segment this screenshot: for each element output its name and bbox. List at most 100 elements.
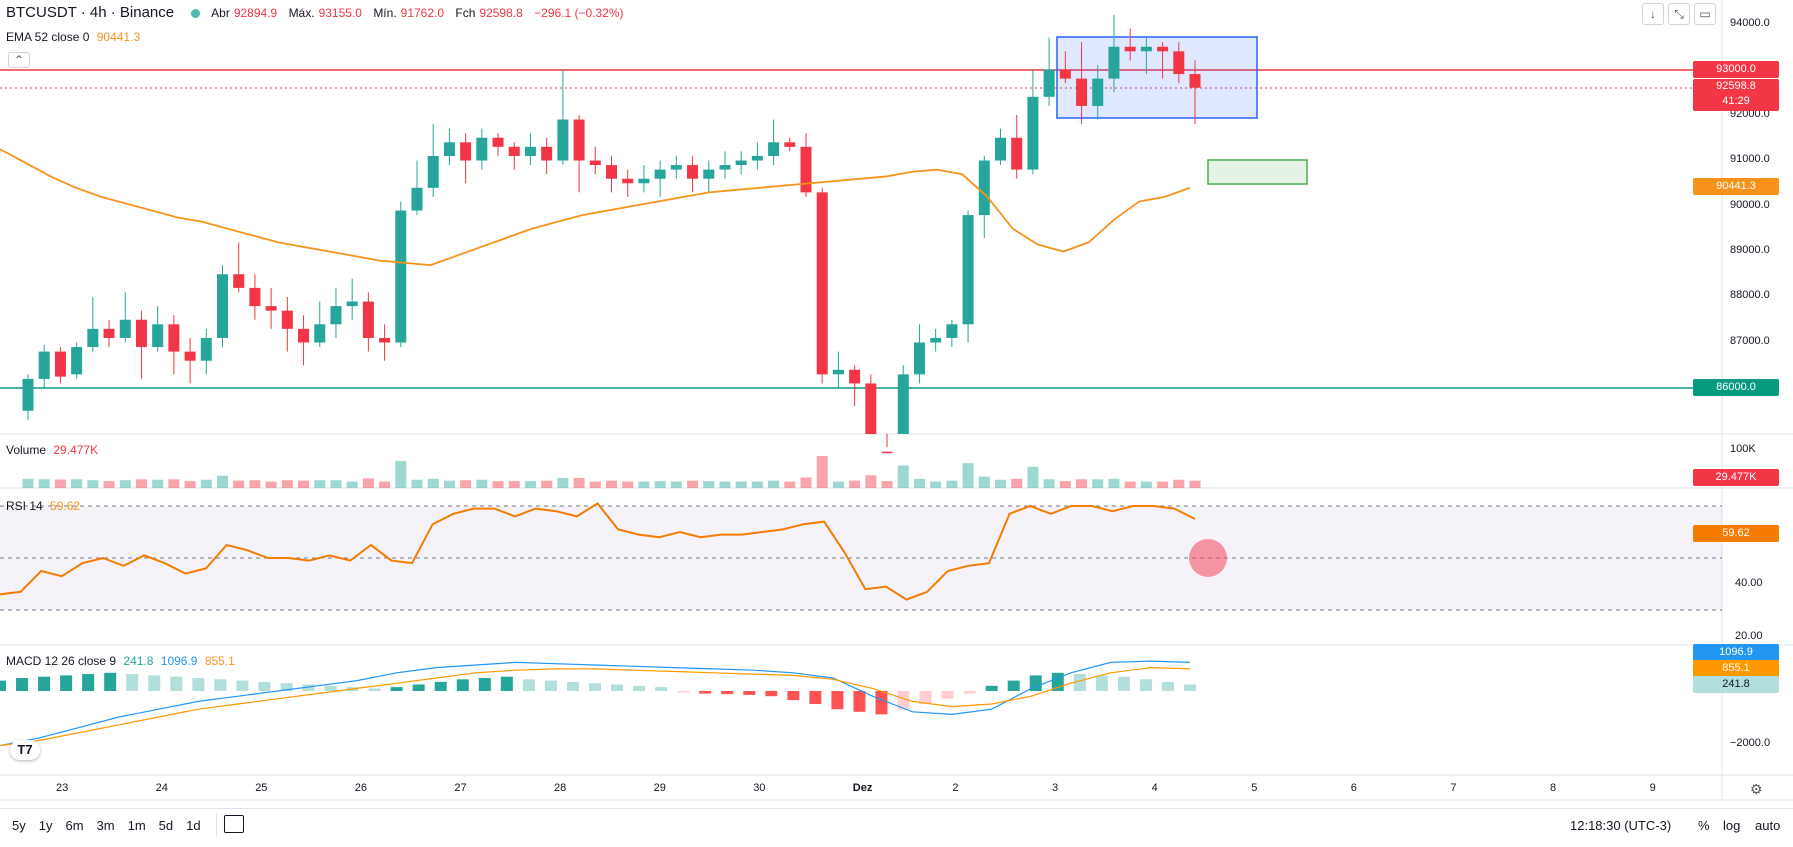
candle-body <box>379 337 391 343</box>
candle-body <box>184 351 196 361</box>
volume-badge: 29.477K <box>1693 469 1779 486</box>
time-axis-label: 24 <box>155 782 168 794</box>
volume-bar <box>54 479 66 488</box>
clock[interactable]: 12:18:30 (UTC-3) <box>1570 818 1672 833</box>
volume-legend[interactable]: Volume 29.477K <box>6 443 102 457</box>
range-button-1y[interactable]: 1y <box>38 818 53 833</box>
calendar-icon[interactable] <box>224 815 244 833</box>
macd-badge-hist: 241.8 <box>1693 676 1779 693</box>
candle-body <box>460 142 472 161</box>
volume-bar <box>362 478 374 488</box>
ema-legend[interactable]: EMA 52 close 0 90441.3 <box>6 30 144 44</box>
volume-bar <box>1043 479 1055 488</box>
volume-bar <box>978 476 990 488</box>
ema-line <box>0 148 1191 267</box>
volume-bar <box>87 480 99 488</box>
candle-body <box>38 351 50 379</box>
fullscreen-icon[interactable]: ▭ <box>1694 3 1716 25</box>
candle-body <box>71 347 83 375</box>
time-axis-label: 29 <box>653 782 666 794</box>
arrow-down-icon[interactable]: ↓ <box>1642 3 1664 25</box>
macd-hist-bar <box>611 684 624 691</box>
macd-hist-bar <box>566 681 579 691</box>
percent-toggle[interactable]: % <box>1698 818 1710 833</box>
macd-hist-bar <box>60 675 73 691</box>
volume-bar <box>119 480 131 488</box>
macd-hist-bar <box>0 680 6 691</box>
price-axis-tick: 88000.0 <box>1730 289 1770 302</box>
volume-bar <box>638 481 650 488</box>
range-button-1d[interactable]: 1d <box>186 818 201 833</box>
gear-icon[interactable]: ⚙ <box>1750 781 1763 797</box>
macd-hist-bar <box>500 676 513 691</box>
signal-line <box>0 666 1191 747</box>
range-button-5d[interactable]: 5d <box>158 818 174 833</box>
macd-hist-bar <box>787 691 800 701</box>
collapse-icon[interactable]: ⤡ <box>1668 3 1690 25</box>
log-toggle[interactable]: log <box>1723 818 1741 833</box>
volume-bar <box>200 479 212 488</box>
candle-body <box>1124 46 1136 52</box>
volume-bar <box>751 481 763 488</box>
volume-bar <box>816 456 828 488</box>
candle-body <box>1011 137 1023 170</box>
rsi-legend[interactable]: RSI 14 59.62 <box>6 499 84 513</box>
macd-hist-bar <box>522 679 535 691</box>
close-label: Fch <box>455 6 476 20</box>
candle-body <box>784 142 796 147</box>
volume-bar <box>768 480 780 488</box>
candle-body <box>1076 78 1088 106</box>
auto-toggle[interactable]: auto <box>1755 818 1781 833</box>
candle-body <box>1189 74 1201 88</box>
macd-hist-bar <box>258 681 271 691</box>
open-value: 92894.9 <box>233 6 278 20</box>
candle-body <box>816 192 828 375</box>
macd-label: MACD 12 26 close 9 <box>6 654 117 668</box>
volume-bar <box>508 481 520 488</box>
candle-body <box>995 137 1006 161</box>
macd-hist-bar <box>324 685 337 691</box>
macd-hist-bar <box>897 691 910 710</box>
volume-bar <box>1173 479 1185 488</box>
candle-body <box>962 215 974 325</box>
macd-hist-bar <box>875 691 888 715</box>
price-label-93000: 93000.0 <box>1693 61 1779 78</box>
volume-bar <box>800 477 812 488</box>
candle-body <box>476 137 488 161</box>
macd-line <box>0 660 1191 747</box>
macd-hist-bar <box>1007 680 1020 691</box>
rsi-value: 59.62 <box>50 499 81 513</box>
volume-bar <box>330 480 342 488</box>
candle-body <box>103 328 115 338</box>
volume-bar <box>1027 466 1039 488</box>
macd-hist-bar <box>985 685 998 691</box>
candle-body <box>768 142 780 156</box>
macd-hist-bar <box>809 691 822 704</box>
macd-badge-signal: 855.1 <box>1693 660 1779 677</box>
price-axis-tick: 89000.0 <box>1730 244 1770 256</box>
candle-body <box>638 178 650 184</box>
volume-axis-top: 100K <box>1730 443 1756 455</box>
macd-legend[interactable]: MACD 12 26 close 9 241.8 1096.9 855.1 <box>6 654 239 668</box>
volume-bar <box>298 480 310 488</box>
macd-hist-bar <box>743 691 756 695</box>
macd-hist-bar <box>1139 679 1152 691</box>
tradingview-logo-icon[interactable]: T7 <box>10 740 40 760</box>
symbol-title[interactable]: BTCUSDT · 4h · Binance <box>6 4 175 21</box>
time-axis-label: 6 <box>1350 782 1357 794</box>
candle-body <box>670 165 682 170</box>
range-button-1m[interactable]: 1m <box>127 818 146 833</box>
time-axis-label: 26 <box>354 782 368 794</box>
candle-body <box>541 146 553 161</box>
range-button-3m[interactable]: 3m <box>96 818 115 833</box>
chevron-up-icon[interactable]: ⌃ <box>8 52 30 68</box>
time-axis-label: 28 <box>554 782 567 794</box>
range-button-5y[interactable]: 5y <box>12 818 26 833</box>
range-button-6m[interactable]: 6m <box>65 818 84 833</box>
volume-bar <box>379 481 391 488</box>
volume-bar <box>1140 481 1152 488</box>
volume-bars-group <box>22 456 1201 488</box>
macd-hist-bar <box>148 675 161 691</box>
candle-body <box>557 119 569 161</box>
